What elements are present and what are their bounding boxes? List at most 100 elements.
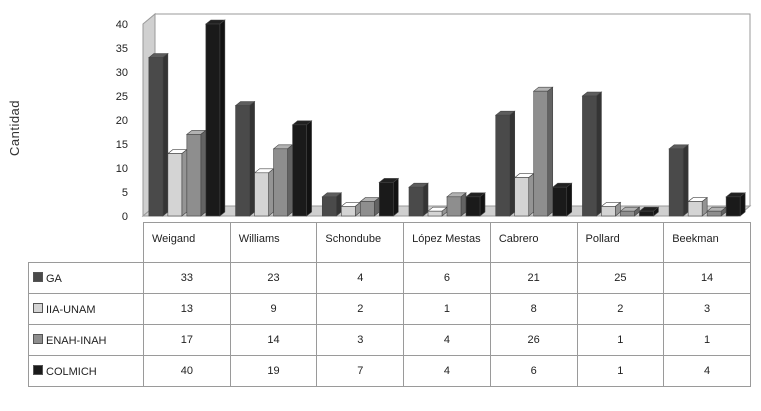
bar-front: [186, 134, 202, 217]
legend-swatch: [33, 364, 43, 375]
bar-front: [465, 196, 481, 217]
bar-front: [620, 210, 635, 217]
legend-entry: GA: [28, 262, 144, 294]
bar-front: [427, 210, 443, 217]
bar-front: [273, 148, 288, 217]
data-label: 6: [403, 262, 491, 294]
bar-front: [725, 196, 741, 217]
bar: [167, 148, 188, 217]
data-label: 4: [663, 355, 751, 387]
y-tick-label: 35: [116, 43, 128, 55]
bar-front: [167, 153, 183, 217]
legend-swatch: [33, 271, 43, 282]
data-label: 25: [576, 262, 665, 294]
bar-front: [687, 201, 703, 217]
table-row: ENAH-INAH 17 14 3 4 26 1 1: [28, 324, 751, 356]
bar-front: [601, 206, 616, 217]
data-label: 1: [403, 293, 491, 325]
bar: [378, 177, 400, 217]
data-label: 3: [316, 324, 405, 356]
data-label: 17: [143, 324, 231, 356]
bar-side: [306, 120, 312, 217]
bar-front: [292, 124, 307, 217]
legend-swatch: [33, 333, 43, 344]
bar-side: [528, 172, 535, 217]
data-label: 14: [229, 324, 318, 356]
bars: [148, 19, 746, 217]
data-label: 4: [316, 262, 405, 294]
legend-entry: IIA-UNAM: [28, 293, 144, 325]
bar-front: [639, 210, 654, 217]
bar-front: [378, 182, 394, 217]
data-table: Weigand Williams Schondube López Mestas Cabr…: [28, 222, 751, 387]
data-label: 14: [663, 262, 751, 294]
bar-side: [219, 19, 226, 217]
bar: [706, 206, 727, 217]
bar: [272, 144, 294, 217]
y-tick-label: 30: [116, 67, 128, 79]
bar-side: [479, 192, 486, 217]
x-tick-label: Schondube: [316, 222, 405, 263]
bar-front: [495, 114, 511, 217]
bar-front: [582, 95, 597, 217]
bar-side: [547, 86, 554, 217]
y-tick-label: 10: [116, 163, 128, 175]
data-label: 1: [576, 355, 665, 387]
bar-side: [181, 148, 188, 217]
bar: [532, 86, 554, 217]
series-name: IIA-UNAM: [46, 303, 96, 316]
bar-side: [287, 144, 293, 217]
bar-front: [254, 172, 269, 217]
legend-entry: COLMICH: [28, 355, 144, 387]
x-tick-label: Cabrero: [489, 222, 578, 263]
legend-swatch: [33, 302, 43, 313]
bar: [551, 182, 573, 217]
data-label: 4: [403, 324, 491, 356]
bar: [234, 100, 256, 217]
y-tick-label: 40: [116, 19, 128, 31]
bar-side: [200, 129, 207, 217]
x-tick-label: Pollard: [576, 222, 665, 263]
bar: [186, 129, 207, 217]
bar-side: [596, 91, 602, 217]
bar-side: [422, 182, 429, 217]
bar: [340, 201, 362, 217]
bar-side: [268, 168, 274, 217]
x-tick-label: López Mestas: [403, 222, 491, 263]
series-name: COLMICH: [46, 365, 97, 378]
bar: [725, 192, 746, 217]
bar-front: [706, 210, 722, 217]
data-label: 4: [403, 355, 491, 387]
bar: [253, 168, 275, 217]
bar-front: [446, 196, 462, 217]
bar-side: [392, 177, 399, 217]
bar-side: [460, 192, 467, 217]
bar-front: [235, 105, 250, 217]
bar-chart: 0 5 10 15 20 25 30 35 40 Cantidad: [7, 12, 752, 223]
bar-front: [533, 90, 549, 217]
data-label: 9: [229, 293, 318, 325]
bar-side: [566, 182, 573, 217]
data-label: 13: [143, 293, 231, 325]
bar: [581, 91, 603, 217]
bar-front: [514, 177, 530, 217]
data-label: 2: [316, 293, 405, 325]
y-tick-label: 15: [116, 139, 128, 151]
data-label: 7: [316, 355, 405, 387]
bar: [619, 206, 641, 217]
bar-front: [408, 186, 424, 217]
bar-front: [359, 201, 375, 217]
legend-entry: ENAH-INAH: [28, 324, 144, 356]
bar-side: [509, 110, 516, 217]
table-corner: [28, 222, 144, 263]
bar: [465, 192, 486, 217]
bar-front: [552, 186, 568, 217]
bar: [359, 196, 381, 217]
bar: [638, 206, 660, 217]
bar: [321, 192, 343, 217]
series-name: GA: [46, 272, 62, 285]
bar: [668, 144, 689, 217]
data-label: 1: [663, 324, 751, 356]
y-tick-label: 20: [116, 115, 128, 127]
x-tick-label: Beekman: [663, 222, 751, 263]
